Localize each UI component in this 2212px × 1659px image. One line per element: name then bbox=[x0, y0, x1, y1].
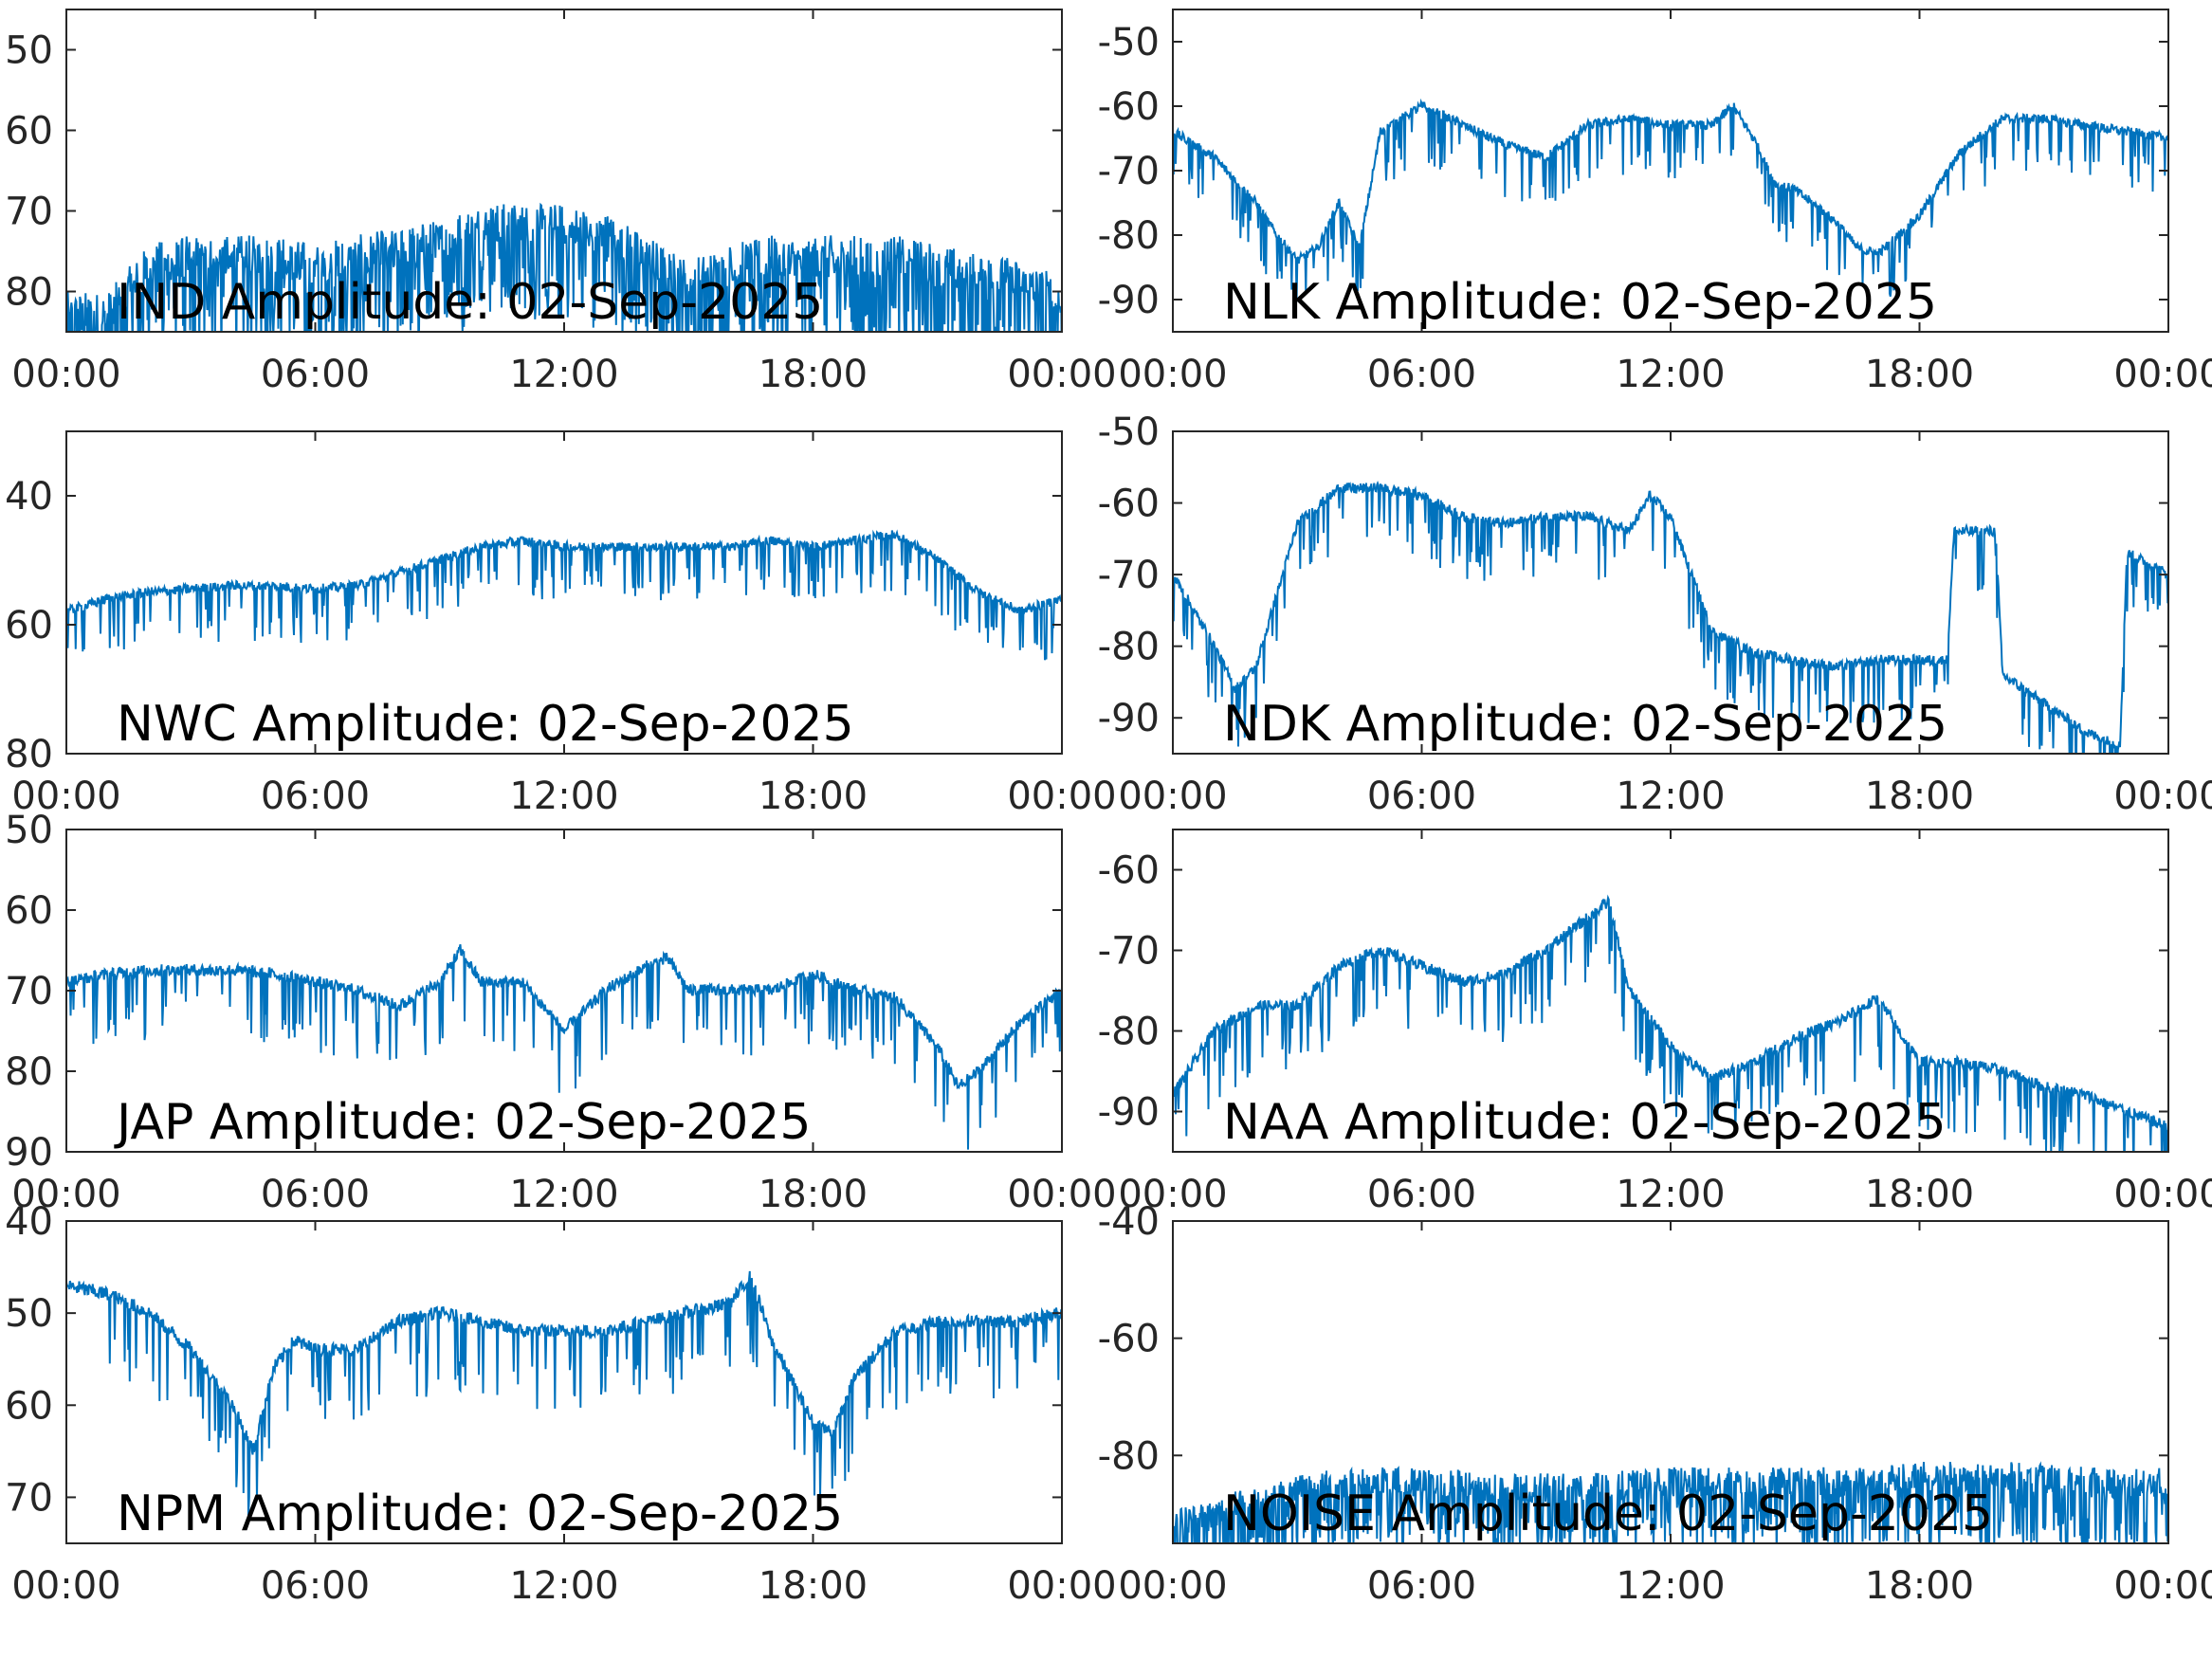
subplot: 00:00 06:00 12:00 18:00 00:00 -60 -70 -80 -90 NAA… bbox=[1098, 829, 2212, 1216]
series-line bbox=[1173, 1461, 2168, 1543]
y-tick-label: 60 bbox=[5, 604, 53, 647]
x-tick-label: 18:00 bbox=[759, 775, 868, 818]
series-line bbox=[66, 1270, 1062, 1516]
y-tick-label: -70 bbox=[1098, 150, 1160, 193]
x-tick-label: 00:00 bbox=[2113, 1564, 2212, 1608]
subplot: 00:00 06:00 12:00 18:00 00:00 40 50 60 70 NPM Amp… bbox=[5, 1200, 1117, 1608]
x-tick-label: 00:00 bbox=[1118, 775, 1227, 818]
y-tick-label: 50 bbox=[5, 1292, 53, 1336]
y-tick-label: 80 bbox=[5, 733, 53, 776]
y-tick-label: -60 bbox=[1098, 483, 1160, 526]
series-line bbox=[1173, 98, 2168, 302]
x-tick-label: 18:00 bbox=[759, 1173, 868, 1216]
x-tick-label: 12:00 bbox=[1616, 775, 1725, 818]
y-tick-label: 80 bbox=[5, 271, 53, 315]
x-tick-label: 06:00 bbox=[261, 353, 370, 396]
y-tick-label: 60 bbox=[5, 1384, 53, 1428]
x-tick-label: 00:00 bbox=[1007, 353, 1116, 396]
subplot: 00:00 06:00 12:00 18:00 00:00 -50 -60 -70 -80 -90… bbox=[1098, 410, 2212, 818]
subplot-title: NWC Amplitude: 02-Sep-2025 bbox=[117, 696, 854, 753]
x-tick-label: 12:00 bbox=[509, 353, 618, 396]
x-tick-label: 06:00 bbox=[1367, 353, 1476, 396]
x-tick-label: 00:00 bbox=[2113, 1173, 2212, 1216]
subplot-title: NOISE Amplitude: 02-Sep-2025 bbox=[1223, 1486, 1993, 1542]
y-tick-label: -50 bbox=[1098, 410, 1160, 454]
y-tick-label: -70 bbox=[1098, 930, 1160, 974]
y-tick-label: 50 bbox=[5, 809, 53, 852]
x-tick-label: 00:00 bbox=[2113, 775, 2212, 818]
y-tick-label: 70 bbox=[5, 191, 53, 234]
series-line bbox=[66, 529, 1062, 661]
subplot-title: IND Amplitude: 02-Sep-2025 bbox=[117, 274, 823, 331]
subplot-title: NDK Amplitude: 02-Sep-2025 bbox=[1223, 696, 1947, 753]
x-tick-label: 00:00 bbox=[1007, 1173, 1116, 1216]
subplot: 00:00 06:00 12:00 18:00 00:00 -40 -60 -80 NOISE … bbox=[1098, 1200, 2212, 1608]
y-tick-label: -60 bbox=[1098, 1318, 1160, 1361]
y-tick-label: -80 bbox=[1098, 626, 1160, 669]
y-tick-label: 90 bbox=[5, 1131, 53, 1175]
x-tick-label: 00:00 bbox=[1118, 1173, 1227, 1216]
series-line bbox=[1173, 480, 2168, 754]
subplot: 00:00 06:00 12:00 18:00 00:00 50 60 70 80 90 JAP A… bbox=[5, 809, 1117, 1216]
y-tick-label: 50 bbox=[5, 29, 53, 73]
x-tick-label: 12:00 bbox=[509, 1564, 618, 1608]
x-tick-label: 12:00 bbox=[509, 775, 618, 818]
y-tick-label: -80 bbox=[1098, 1434, 1160, 1478]
x-tick-label: 18:00 bbox=[1865, 353, 1974, 396]
y-tick-label: 70 bbox=[5, 1476, 53, 1520]
x-tick-label: 06:00 bbox=[1367, 775, 1476, 818]
x-tick-label: 06:00 bbox=[261, 1564, 370, 1608]
subplot-title: NLK Amplitude: 02-Sep-2025 bbox=[1223, 274, 1937, 331]
y-tick-label: -90 bbox=[1098, 279, 1160, 322]
y-tick-label: -40 bbox=[1098, 1200, 1160, 1244]
x-tick-label: 18:00 bbox=[1865, 775, 1974, 818]
x-tick-label: 00:00 bbox=[1118, 353, 1227, 396]
x-tick-label: 00:00 bbox=[11, 353, 120, 396]
x-tick-label: 18:00 bbox=[1865, 1564, 1974, 1608]
x-tick-label: 00:00 bbox=[11, 775, 120, 818]
y-tick-label: -90 bbox=[1098, 697, 1160, 740]
y-tick-label: 80 bbox=[5, 1050, 53, 1094]
y-tick-label: -70 bbox=[1098, 554, 1160, 597]
x-tick-label: 12:00 bbox=[1616, 1564, 1725, 1608]
x-tick-label: 18:00 bbox=[759, 1564, 868, 1608]
y-tick-label: 60 bbox=[5, 110, 53, 154]
y-tick-label: -90 bbox=[1098, 1091, 1160, 1135]
x-tick-label: 12:00 bbox=[1616, 353, 1725, 396]
x-tick-label: 12:00 bbox=[509, 1173, 618, 1216]
x-tick-label: 06:00 bbox=[261, 1173, 370, 1216]
x-tick-label: 12:00 bbox=[1616, 1173, 1725, 1216]
x-tick-label: 00:00 bbox=[2113, 353, 2212, 396]
series-line bbox=[1173, 894, 2168, 1152]
x-tick-label: 00:00 bbox=[1007, 1564, 1116, 1608]
subplot-title: NPM Amplitude: 02-Sep-2025 bbox=[117, 1486, 843, 1542]
y-tick-label: -50 bbox=[1098, 21, 1160, 64]
y-tick-label: -80 bbox=[1098, 1011, 1160, 1054]
subplot: 00:00 06:00 12:00 18:00 00:00 50 60 70 80 IND Amp… bbox=[5, 9, 1117, 396]
y-tick-label: 40 bbox=[5, 475, 53, 519]
x-tick-label: 00:00 bbox=[1007, 775, 1116, 818]
y-tick-label: 70 bbox=[5, 970, 53, 1013]
series-line bbox=[66, 943, 1062, 1150]
x-tick-label: 06:00 bbox=[1367, 1564, 1476, 1608]
subplot-title: JAP Amplitude: 02-Sep-2025 bbox=[114, 1094, 811, 1151]
y-tick-label: -80 bbox=[1098, 214, 1160, 258]
x-tick-label: 00:00 bbox=[11, 1173, 120, 1216]
y-tick-label: -60 bbox=[1098, 85, 1160, 129]
y-tick-label: -60 bbox=[1098, 849, 1160, 893]
x-tick-label: 18:00 bbox=[1865, 1173, 1974, 1216]
subplot: 00:00 06:00 12:00 18:00 00:00 -50 -60 -70 -80 -90… bbox=[1098, 9, 2212, 396]
series-line bbox=[66, 202, 1062, 332]
y-tick-label: 40 bbox=[5, 1200, 53, 1244]
x-tick-label: 06:00 bbox=[1367, 1173, 1476, 1216]
x-tick-label: 00:00 bbox=[1118, 1564, 1227, 1608]
x-tick-label: 06:00 bbox=[261, 775, 370, 818]
subplot: 00:00 06:00 12:00 18:00 00:00 40 60 80 NWC Ampli… bbox=[5, 430, 1117, 818]
subplot-title: NAA Amplitude: 02-Sep-2025 bbox=[1223, 1094, 1947, 1151]
y-tick-label: 60 bbox=[5, 889, 53, 933]
x-tick-label: 18:00 bbox=[759, 353, 868, 396]
x-tick-label: 00:00 bbox=[11, 1564, 120, 1608]
